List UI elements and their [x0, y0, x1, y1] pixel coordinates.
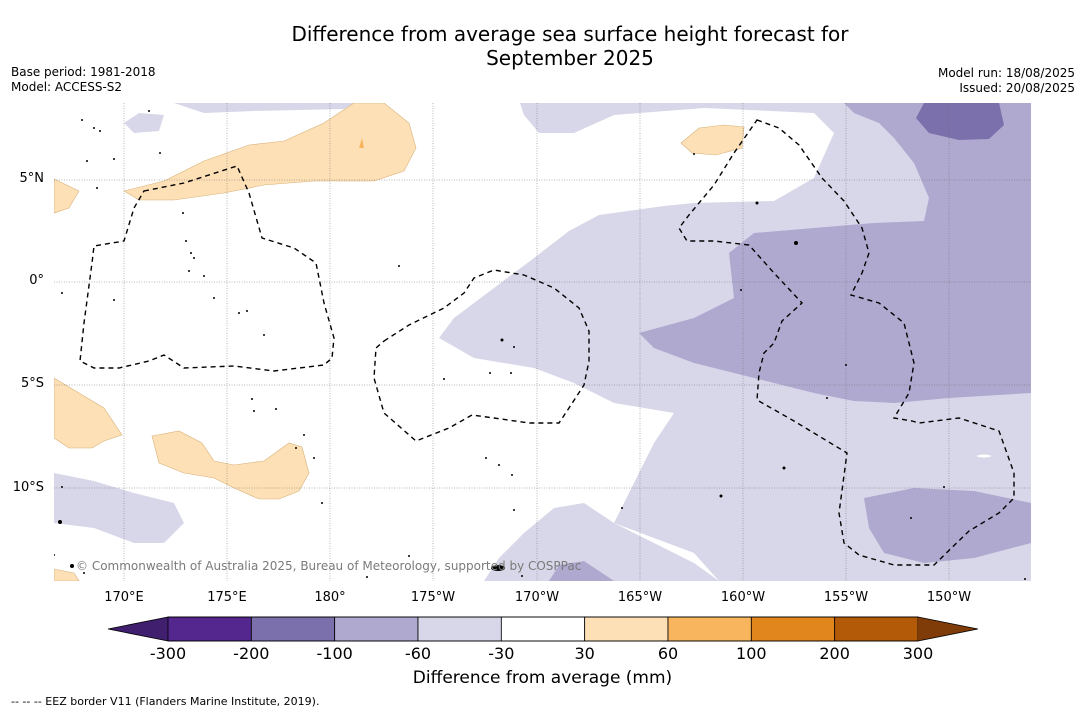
colorbar-segment — [250, 616, 336, 642]
title-line-2: September 2025 — [486, 46, 654, 70]
colorbar-extend-low — [108, 617, 168, 641]
anomaly-region-medium-east — [639, 103, 1031, 403]
lon-label-175e: 175°E — [207, 590, 247, 605]
colorbar-tick-label: 60 — [657, 644, 679, 663]
map-panel — [54, 103, 1031, 581]
colorbar-outline — [108, 616, 978, 642]
lon-label-165w: 165°W — [617, 590, 663, 605]
colorbar-extend-high — [918, 617, 978, 641]
model-name: Model: ACCESS-S2 — [11, 80, 123, 94]
anomaly-region-light-south — [484, 503, 719, 581]
meta-right: Model run: 18/08/2025 Issued: 20/08/2025 — [938, 66, 1075, 96]
colorbar-tick-label: -300 — [149, 644, 187, 663]
colorbar-label: Difference from average (mm) — [412, 668, 673, 688]
anomaly-region-dark — [916, 103, 1004, 140]
anomaly-region-light-top — [174, 103, 354, 113]
colorbar-segments — [108, 616, 978, 642]
map-title: Difference from average sea surface heig… — [0, 22, 1085, 70]
title-line-1: Difference from average sea surface heig… — [291, 22, 849, 46]
colorbar-tick-label: -100 — [316, 644, 353, 663]
lat-label-5n: 5°N — [19, 171, 45, 186]
eez-border-kiribati-gilbert — [79, 165, 335, 372]
lon-label-170e: 170°E — [104, 590, 144, 605]
eez-border-kiribati-line — [678, 119, 1015, 566]
lat-label-0: 0° — [29, 273, 44, 288]
colorbar-tick-label: 30 — [574, 644, 595, 663]
anomaly-region-positive-corner — [54, 568, 80, 581]
anomaly-region-positive-south — [151, 430, 310, 500]
anomaly-region-positive-northeast — [680, 124, 745, 156]
lat-label-10s: 10°S — [12, 480, 44, 495]
anomaly-region-medium-bottom — [549, 561, 614, 581]
issued-date: Issued: 20/08/2025 — [959, 81, 1075, 95]
lon-label-160w: 160°W — [720, 590, 766, 605]
colorbar-tick-label: -60 — [404, 644, 432, 663]
lat-label-5s: 5°S — [20, 376, 44, 391]
lon-label-175w: 175°W — [410, 590, 456, 605]
graticule — [54, 103, 1031, 581]
colorbar-segment — [417, 616, 502, 642]
islands — [54, 110, 1026, 580]
colorbar-tick-label: 200 — [819, 644, 850, 663]
anomaly-region-positive-north — [123, 103, 417, 201]
eez-legend: -- -- -- EEZ border V11 (Flanders Marine… — [11, 695, 320, 708]
colorbar-segment — [750, 616, 836, 642]
base-period: Base period: 1981-2018 — [11, 65, 156, 79]
anomaly-region-light-southwest — [54, 473, 184, 543]
lon-label-150w: 150°W — [926, 590, 972, 605]
colorbar-segment — [584, 616, 669, 642]
eez-borders — [79, 119, 1015, 566]
colorbar-segment — [334, 616, 419, 642]
colorbar — [108, 616, 978, 642]
anomaly-region-positive-southwest — [54, 377, 123, 449]
model-run: Model run: 18/08/2025 — [937, 66, 1075, 80]
anomaly-region-medium-south — [864, 488, 1031, 563]
colorbar-tick-label: -30 — [488, 644, 515, 663]
small-island-light — [977, 454, 991, 458]
colorbar-tick-label: 300 — [902, 644, 934, 663]
anomaly-region-positive-west — [54, 178, 80, 214]
anomaly-region-strong-positive — [359, 138, 364, 148]
anomaly-region-light-north — [124, 113, 164, 133]
colorbar-segment — [500, 616, 586, 642]
anomaly-map — [54, 103, 1031, 581]
meta-left: Base period: 1981-2018 Model: ACCESS-S2 — [11, 65, 156, 95]
eez-border-kiribati-phoenix — [373, 269, 590, 442]
lon-label-170w: 170°W — [514, 590, 560, 605]
colorbar-tick-label: 100 — [736, 644, 767, 663]
colorbar-segment — [167, 616, 252, 642]
colorbar-segment — [834, 616, 919, 642]
lon-label-180: 180° — [314, 590, 346, 605]
lon-label-155w: 155°W — [823, 590, 869, 605]
copyright-notice: © Commonwealth of Australia 2025, Bureau… — [76, 559, 582, 573]
colorbar-segment — [667, 616, 752, 642]
colorbar-tick-label: -200 — [233, 644, 270, 663]
